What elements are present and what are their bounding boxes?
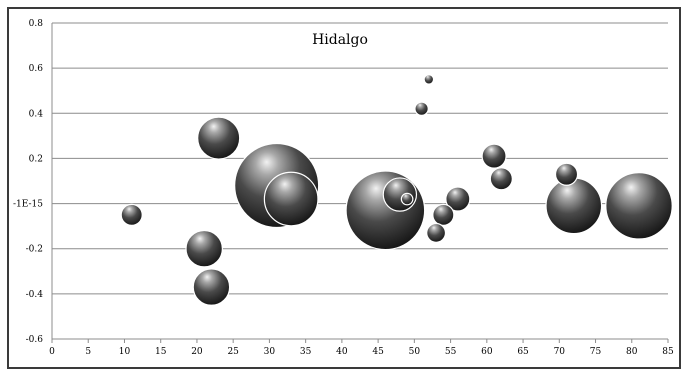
x-tick-label: 35 [300,347,312,357]
y-tick-label: 0.8 [29,19,44,29]
bubble-point [605,172,673,240]
x-tick-label: 5 [85,347,91,357]
bubble-series [120,74,673,306]
x-tick-label: 65 [517,347,529,357]
bubble-point [423,74,435,85]
bubble-point [400,192,414,206]
bubble-point [426,222,447,243]
bubble-point [489,167,513,191]
bubble-point [445,186,471,212]
y-tick-label: 0.2 [29,154,43,164]
x-tick-label: 60 [481,347,493,357]
tick-labels: 0.8 0.6 0.4 0.2 -1E-15 -0.2 -0.4 -0.6 0 5 10 15 20 25… [13,19,674,357]
x-tick-label: 40 [336,347,348,357]
y-tick-label: 0.6 [29,64,44,74]
x-tick-label: 55 [445,347,457,357]
x-tick-label: 10 [119,347,131,357]
x-tick-label: 85 [662,347,674,357]
y-tick-label: -0.4 [26,290,44,300]
axes [51,23,669,343]
y-tick-label: 0.4 [29,109,44,119]
x-tick-label: 70 [554,347,566,357]
bubble-point [414,101,429,117]
bubble-point [345,170,426,251]
bubble-point [185,229,223,268]
bubble-point [554,162,579,186]
bubble-point [192,268,231,306]
bubble-point [120,203,143,226]
x-tick-label: 0 [49,347,55,357]
x-tick-label: 15 [155,347,167,357]
x-tick-label: 75 [590,347,602,357]
x-tick-label: 80 [626,347,638,357]
x-tick-label: 20 [191,347,203,357]
bubble-point [481,143,507,169]
grid-lines [52,22,668,295]
x-tick-label: 25 [227,347,239,357]
x-tick-label: 45 [372,347,384,357]
y-tick-label: -1E-15 [13,200,43,210]
bubble-point [197,116,241,160]
y-tick-label: -0.2 [26,245,43,255]
bubble-point [432,203,455,226]
chart-title: Hidalgo [312,32,368,48]
x-tick-label: 30 [264,347,276,357]
x-tick-label: 50 [409,347,421,357]
bubble-point [263,171,319,227]
y-tick-label: -0.6 [26,335,44,345]
bubble-point [545,177,603,235]
